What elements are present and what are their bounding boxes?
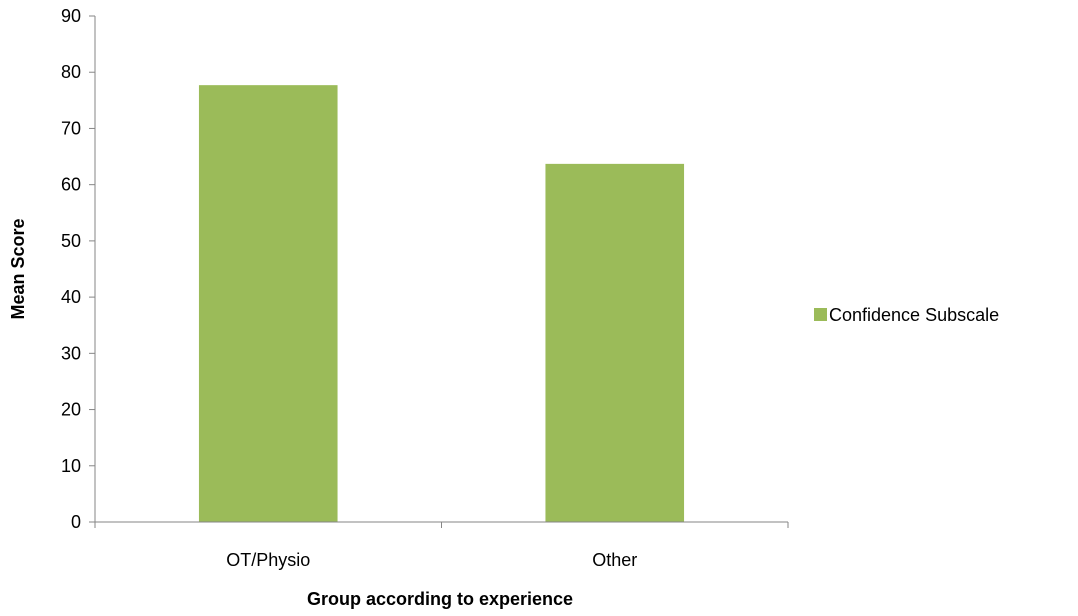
legend-swatch: [814, 308, 827, 321]
bars: [198, 85, 685, 523]
x-axis-title: Group according to experience: [307, 589, 573, 609]
y-axis-ticks: 0 10 20 30 40 50 60 70 80 90: [61, 6, 95, 532]
y-axis-title: Mean Score: [8, 218, 28, 319]
y-tick-label: 70: [61, 118, 81, 138]
y-tick-label: 20: [61, 400, 81, 420]
legend-label: Confidence Subscale: [829, 305, 999, 325]
legend: Confidence Subscale: [814, 305, 999, 325]
x-axis-ticks: OT/Physio Other: [94, 522, 789, 570]
y-tick-label: 10: [61, 456, 81, 476]
y-tick-label: 40: [61, 287, 81, 307]
y-tick-label: 0: [71, 512, 81, 532]
y-tick-label: 60: [61, 175, 81, 195]
y-tick-label: 50: [61, 231, 81, 251]
y-tick-label: 90: [61, 6, 81, 26]
x-tick-label: Other: [592, 550, 637, 570]
bar: [545, 163, 685, 522]
y-tick-label: 80: [61, 62, 81, 82]
y-tick-label: 30: [61, 343, 81, 363]
bar: [198, 85, 338, 523]
x-tick-label: OT/Physio: [226, 550, 310, 570]
